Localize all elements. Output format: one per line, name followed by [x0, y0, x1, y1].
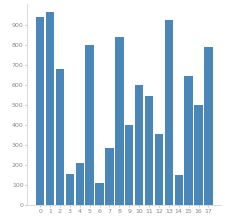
- Bar: [144, 96, 153, 205]
- Bar: [164, 20, 172, 205]
- Bar: [56, 69, 64, 205]
- Bar: [203, 47, 212, 205]
- Bar: [85, 45, 93, 205]
- Bar: [36, 17, 44, 205]
- Bar: [184, 76, 192, 205]
- Bar: [105, 148, 113, 205]
- Bar: [174, 175, 182, 205]
- Bar: [124, 125, 133, 205]
- Bar: [134, 85, 143, 205]
- Bar: [46, 12, 54, 205]
- Bar: [194, 105, 202, 205]
- Bar: [154, 134, 162, 205]
- Bar: [75, 163, 84, 205]
- Bar: [65, 174, 74, 205]
- Bar: [95, 183, 103, 205]
- Bar: [115, 37, 123, 205]
